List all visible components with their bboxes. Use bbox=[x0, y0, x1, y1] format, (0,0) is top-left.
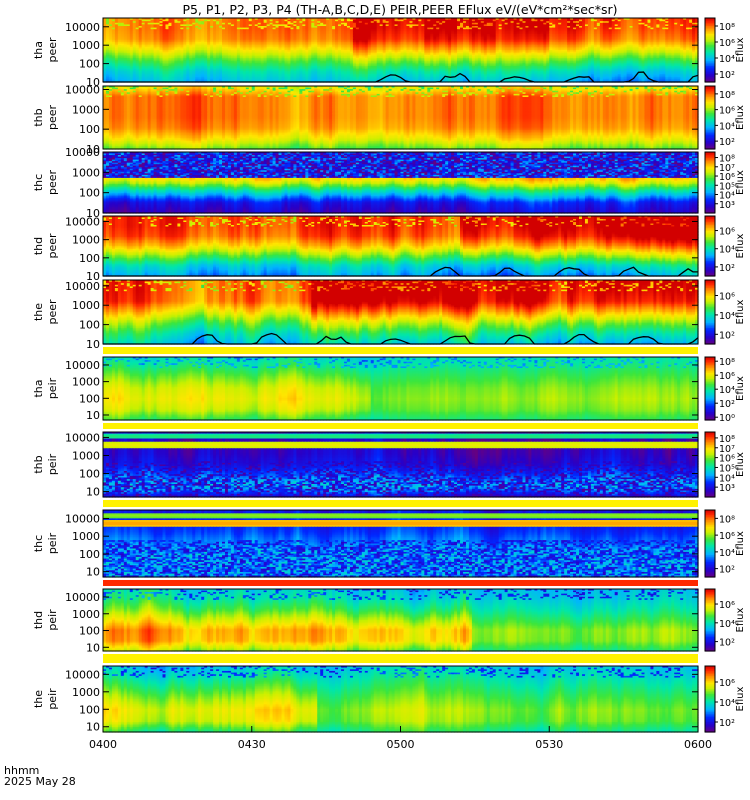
spectrogram-cells bbox=[103, 18, 699, 83]
figure-title: P5, P1, P2, P3, P4 (TH-A,B,C,D,E) PEIR,P… bbox=[182, 2, 617, 17]
eflux-spectrogram-figure: P5, P1, P2, P3, P4 (TH-A,B,C,D,E) PEIR,P… bbox=[0, 0, 750, 800]
